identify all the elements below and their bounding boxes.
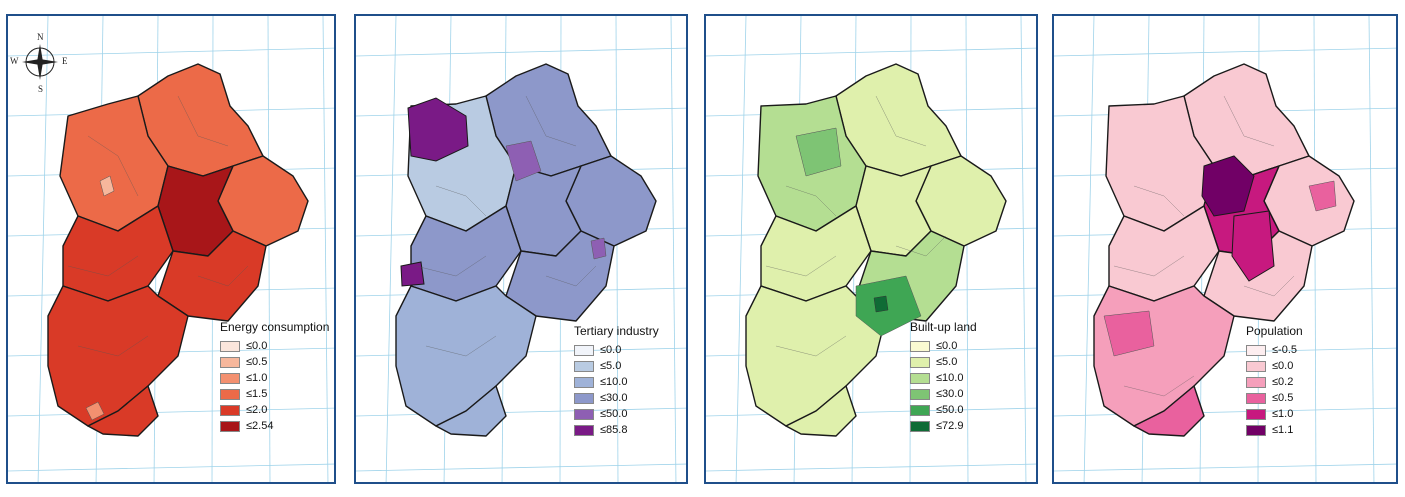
legend-item: ≤1.5: [220, 386, 329, 402]
legend-title: Tertiary industry: [574, 324, 659, 338]
map-panel-population: Population ≤-0.5 ≤0.0 ≤0.2 ≤0.5 ≤1.0 ≤1.…: [1052, 14, 1398, 484]
legend-title: Built-up land: [910, 320, 977, 334]
legend-swatch: [220, 372, 240, 384]
legend-swatch: [220, 356, 240, 368]
region-southtip: [785, 385, 857, 437]
legend-item: ≤50.0: [574, 406, 659, 422]
legend-swatch: [574, 376, 594, 388]
map-panel-built-up-land: Built-up land ≤0.0 ≤5.0 ≤10.0 ≤30.0 ≤50.…: [704, 14, 1038, 484]
map-panel-tertiary-industry: Tertiary industry ≤0.0 ≤5.0 ≤10.0 ≤30.0 …: [354, 14, 688, 484]
legend-swatch: [574, 408, 594, 420]
region-southtip: [435, 385, 507, 437]
legend: Built-up land ≤0.0 ≤5.0 ≤10.0 ≤30.0 ≤50.…: [910, 320, 977, 434]
legend-item: ≤85.8: [574, 422, 659, 438]
compass-e: E: [62, 56, 68, 66]
legend: Tertiary industry ≤0.0 ≤5.0 ≤10.0 ≤30.0 …: [574, 324, 659, 438]
legend-item: ≤2.0: [220, 402, 329, 418]
legend-item: ≤10.0: [574, 374, 659, 390]
region-map: [745, 63, 1007, 437]
region-southtip: [1133, 385, 1205, 437]
legend-item: ≤10.0: [910, 370, 977, 386]
compass-s: S: [38, 84, 44, 94]
legend-swatch: [574, 344, 594, 356]
legend-item: ≤30.0: [574, 390, 659, 406]
legend-swatch: [910, 372, 930, 384]
legend: Population ≤-0.5 ≤0.0 ≤0.2 ≤0.5 ≤1.0 ≤1.…: [1246, 324, 1303, 438]
legend-swatch: [910, 388, 930, 400]
legend-item: ≤1.0: [1246, 406, 1303, 422]
legend-item: ≤2.54: [220, 418, 329, 434]
legend-item: ≤50.0: [910, 402, 977, 418]
legend-swatch: [1246, 408, 1266, 420]
map-panel-energy-consumption: N S E W Energy consumption ≤0.0 ≤0.5 ≤1.…: [6, 14, 336, 484]
legend-swatch: [574, 392, 594, 404]
compass-w: W: [10, 56, 19, 66]
legend-swatch: [1246, 424, 1266, 436]
legend-swatch: [1246, 360, 1266, 372]
legend-item: ≤0.0: [910, 338, 977, 354]
region-map: [395, 63, 657, 437]
legend-swatch: [910, 356, 930, 368]
legend-item: ≤0.0: [220, 338, 329, 354]
legend-item: ≤0.0: [574, 342, 659, 358]
legend-item: ≤0.0: [1246, 358, 1303, 374]
legend-swatch: [220, 420, 240, 432]
region-southtip: [87, 385, 159, 437]
legend-item: ≤5.0: [910, 354, 977, 370]
legend-swatch: [220, 404, 240, 416]
legend-item: ≤5.0: [574, 358, 659, 374]
region-map: [1093, 63, 1355, 437]
legend-item: ≤1.1: [1246, 422, 1303, 438]
legend-item: ≤30.0: [910, 386, 977, 402]
legend-item: ≤0.5: [220, 354, 329, 370]
legend-swatch: [574, 360, 594, 372]
legend-swatch: [1246, 344, 1266, 356]
legend-swatch: [220, 340, 240, 352]
legend-item: ≤-0.5: [1246, 342, 1303, 358]
legend-swatch: [910, 340, 930, 352]
region-map: [47, 63, 309, 437]
legend-item: ≤1.0: [220, 370, 329, 386]
legend-swatch: [910, 404, 930, 416]
legend-title: Energy consumption: [220, 320, 330, 334]
legend-swatch: [1246, 392, 1266, 404]
compass-icon: [22, 44, 58, 80]
legend-swatch: [910, 420, 930, 432]
legend-swatch: [1246, 376, 1266, 388]
compass-n: N: [37, 32, 44, 42]
compass-rose: N S E W: [10, 30, 68, 94]
legend-item: ≤72.9: [910, 418, 977, 434]
legend-swatch: [220, 388, 240, 400]
legend-title: Population: [1246, 324, 1303, 338]
legend-swatch: [574, 424, 594, 436]
legend-item: ≤0.5: [1246, 390, 1303, 406]
legend: Energy consumption ≤0.0 ≤0.5 ≤1.0 ≤1.5 ≤…: [220, 320, 329, 434]
legend-item: ≤0.2: [1246, 374, 1303, 390]
